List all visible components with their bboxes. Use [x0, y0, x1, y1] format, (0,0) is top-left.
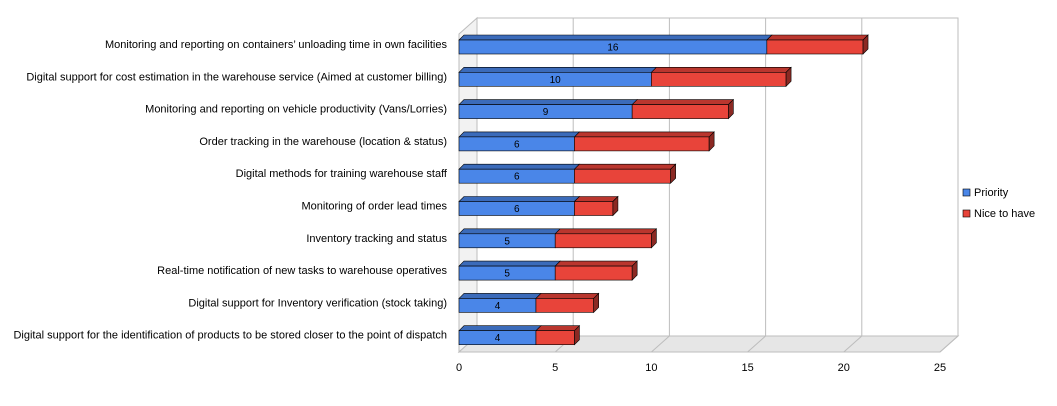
bar-priority: 6	[458, 196, 581, 216]
category-label: Real-time notification of new tasks to w…	[157, 265, 447, 277]
bar-top-face	[458, 325, 542, 332]
gridline-floor	[843, 335, 863, 353]
bar-top-face	[458, 67, 658, 73]
gridline-floor	[747, 335, 766, 353]
bar-top-face	[458, 163, 581, 170]
x-tick-label: 10	[645, 362, 657, 374]
bar-side-face	[785, 66, 792, 88]
category-label: Inventory tracking and status	[306, 233, 447, 245]
bar-side-face	[612, 195, 619, 217]
bar-side-face	[574, 324, 580, 346]
data-label: 5	[504, 269, 510, 280]
bar-top-face	[458, 293, 542, 299]
bar-top-face	[573, 163, 677, 170]
legend: Priority Nice to have	[962, 187, 1035, 220]
data-label: 16	[607, 43, 619, 54]
bars: 16 10 9 6 6 6 5 5 4 4	[458, 34, 869, 346]
data-label: 9	[543, 107, 549, 118]
bar-top-face	[631, 99, 735, 105]
bar-top-face	[458, 34, 773, 41]
category-label: Monitoring of order lead times	[301, 201, 447, 213]
bar-top-face	[458, 131, 581, 138]
bar-front-face	[651, 72, 787, 87]
bar-top-face	[458, 196, 581, 202]
bar-priority: 6	[458, 163, 581, 184]
bar-front-face	[574, 168, 671, 184]
bar-priority: 6	[458, 131, 581, 152]
bar-nice-to-have	[573, 163, 677, 184]
bar-top-face	[458, 99, 638, 105]
bar-front-face	[535, 298, 594, 313]
bar-side-face	[728, 98, 734, 120]
legend-swatch-nice-to-have	[962, 209, 971, 218]
bar-priority: 10	[458, 67, 658, 87]
bar-top-face	[554, 260, 638, 267]
bar-priority: 4	[458, 325, 542, 346]
category-label: Digital support for the identification o…	[13, 330, 447, 342]
gridline-floor	[651, 335, 670, 353]
bar-nice-to-have	[573, 131, 715, 152]
bar-top-face	[766, 34, 869, 41]
bar-top-face	[535, 325, 581, 332]
bar-front-face	[554, 265, 633, 281]
bar-side-face	[651, 228, 657, 249]
data-label: 5	[504, 236, 510, 247]
bar-priority: 4	[458, 293, 542, 313]
x-axis: 0 5 10 15 20 25	[456, 362, 946, 374]
bar-side-face	[670, 163, 676, 184]
category-label: Digital support for Inventory verificati…	[188, 297, 447, 309]
data-label: 6	[514, 139, 520, 150]
category-label: Monitoring and reporting on containers’ …	[105, 39, 448, 51]
bar-top-face	[458, 260, 561, 267]
bar-front-face	[554, 233, 652, 249]
data-label: 4	[495, 333, 501, 344]
bar-front-face	[574, 201, 614, 216]
bar-nice-to-have	[535, 292, 600, 314]
category-label: Digital methods for training warehouse s…	[236, 168, 448, 180]
bar-top-face	[535, 293, 600, 299]
bar-nice-to-have	[554, 260, 638, 281]
bar-priority: 16	[458, 34, 773, 55]
gridline-floor	[939, 335, 959, 353]
bar-nice-to-have	[554, 228, 658, 249]
bar-front-face	[631, 104, 729, 119]
bar-top-face	[458, 228, 561, 235]
legend-label-nice-to-have: Nice to have	[974, 208, 1035, 220]
bar-priority: 5	[458, 260, 561, 281]
bar-nice-to-have	[573, 195, 619, 217]
legend-label-priority: Priority	[974, 187, 1009, 199]
x-tick-label: 15	[741, 362, 753, 374]
bar-front-face	[535, 330, 575, 346]
category-label: Order tracking in the warehouse (locatio…	[199, 136, 447, 148]
bar-side-face	[862, 34, 869, 55]
x-tick-label: 20	[838, 362, 850, 374]
category-labels: Monitoring and reporting on containers’ …	[13, 39, 447, 342]
bar-priority: 5	[458, 228, 561, 249]
bar-front-face	[766, 39, 864, 55]
x-tick-label: 5	[552, 362, 558, 374]
data-label: 6	[514, 172, 520, 183]
bar-top-face	[650, 67, 792, 73]
data-label: 4	[495, 301, 501, 312]
bar-top-face	[554, 228, 658, 235]
category-label: Monitoring and reporting on vehicle prod…	[145, 104, 447, 116]
bar-top-face	[573, 196, 619, 202]
x-tick-label: 25	[934, 362, 946, 374]
data-label: 6	[514, 204, 520, 215]
data-label: 10	[550, 75, 562, 86]
bar-priority: 9	[458, 99, 638, 119]
bar-front-face	[574, 136, 710, 152]
bar-side-face	[593, 292, 599, 314]
bar-side-face	[708, 131, 715, 152]
legend-swatch-priority	[962, 188, 971, 197]
bar-nice-to-have	[535, 324, 581, 346]
bar-nice-to-have	[631, 98, 735, 120]
bar-nice-to-have	[650, 66, 792, 88]
bar-top-face	[573, 131, 715, 138]
bar-side-face	[631, 260, 638, 281]
category-label: Digital support for cost estimation in t…	[26, 71, 447, 83]
x-tick-label: 0	[456, 362, 462, 374]
bar-nice-to-have	[766, 34, 869, 55]
